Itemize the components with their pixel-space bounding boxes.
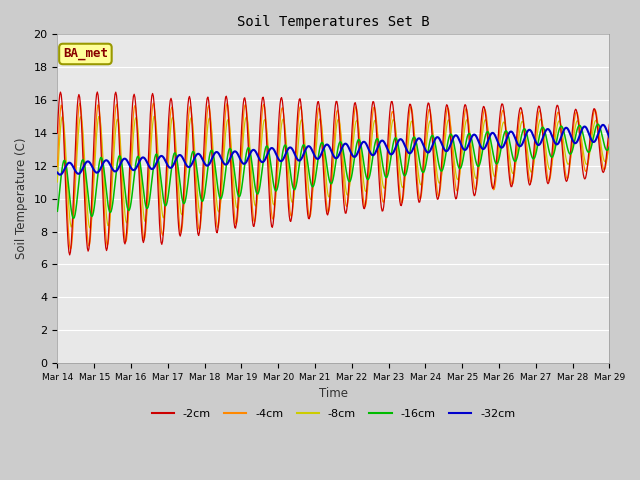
Text: BA_met: BA_met	[63, 48, 108, 60]
X-axis label: Time: Time	[319, 387, 348, 400]
Y-axis label: Soil Temperature (C): Soil Temperature (C)	[15, 138, 28, 259]
Title: Soil Temperatures Set B: Soil Temperatures Set B	[237, 15, 429, 29]
Legend: -2cm, -4cm, -8cm, -16cm, -32cm: -2cm, -4cm, -8cm, -16cm, -32cm	[147, 404, 520, 423]
